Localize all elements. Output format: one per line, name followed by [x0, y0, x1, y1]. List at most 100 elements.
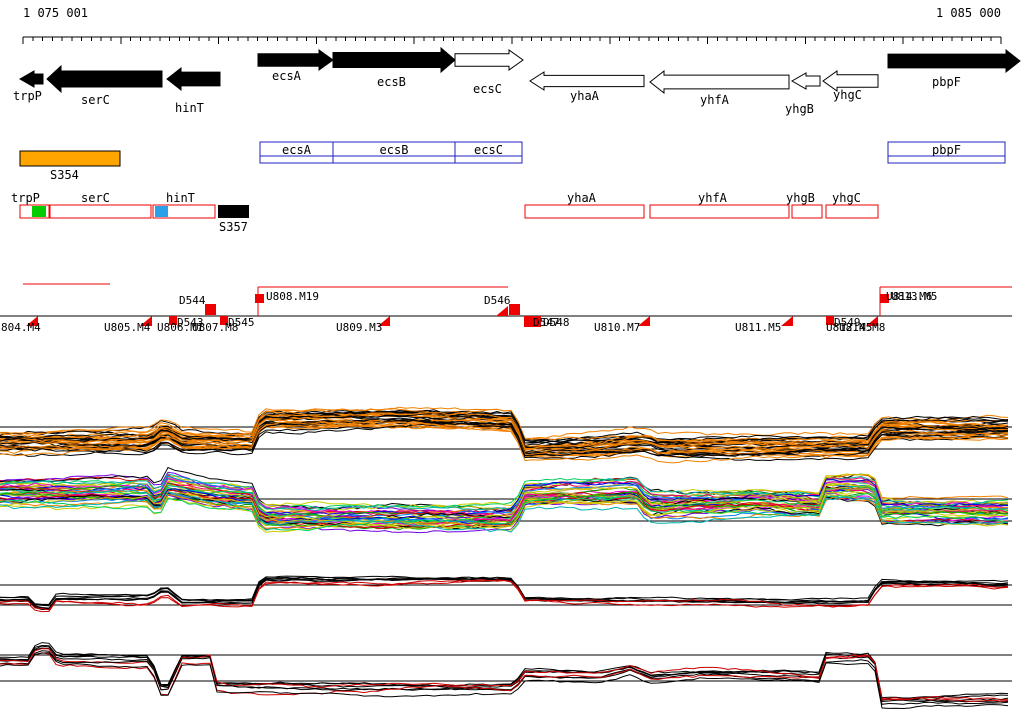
expression-line	[0, 650, 1009, 705]
probe-label[interactable]: U811.M5	[735, 321, 781, 334]
gene-arrow-hinT[interactable]	[166, 66, 221, 92]
gene-box-label[interactable]: ecsC	[474, 143, 503, 157]
gene-arrow-ecsB[interactable]	[332, 46, 456, 74]
probe-label[interactable]: U809.M3	[336, 321, 382, 334]
feature-label: yhgC	[832, 191, 861, 205]
feature-label: yhfA	[698, 191, 728, 205]
gene-label: yhaA	[570, 89, 600, 103]
gene-arrow-yhgB[interactable]	[790, 72, 821, 90]
gene-box-ecsC[interactable]	[454, 141, 523, 164]
probe-marker-icon	[255, 294, 264, 303]
probe-marker-icon	[169, 316, 177, 325]
feature-box-yhgB[interactable]	[791, 204, 823, 219]
probe-marker-icon	[524, 316, 541, 327]
expression-line	[0, 652, 1009, 710]
expression-line	[0, 492, 1009, 532]
gene-label: ecsC	[473, 82, 502, 96]
probe-label[interactable]: 804.M4	[1, 321, 41, 334]
gene-label: ecsA	[272, 69, 302, 83]
probe-label[interactable]: D547	[533, 316, 560, 329]
probe-flag-icon	[781, 316, 793, 326]
segment-box-S354[interactable]	[19, 150, 121, 167]
probe-label[interactable]: D545	[228, 316, 255, 329]
expression-line	[0, 483, 1009, 521]
expression-line	[0, 411, 1009, 448]
probe-marker-icon	[880, 294, 889, 303]
feature-label: yhgB	[786, 191, 815, 205]
probe-flag-icon	[496, 306, 508, 316]
gene-box-label[interactable]: ecsB	[380, 143, 409, 157]
segment-label: S354	[50, 168, 79, 182]
expression-line	[0, 466, 1009, 512]
probe-label[interactable]: U810.M7	[594, 321, 640, 334]
ruler-start-label: 1 075 001	[23, 6, 89, 20]
feature-subregion	[155, 206, 168, 217]
probe-marker-icon	[220, 316, 228, 325]
feature-label: hinT	[166, 191, 195, 205]
expression-line	[0, 577, 1009, 610]
probe-flag-icon	[140, 316, 152, 326]
gene-arrow-yhgC[interactable]	[822, 70, 879, 92]
probe-label[interactable]: D543	[177, 316, 204, 329]
feature-box-yhaA[interactable]	[524, 204, 645, 219]
probe-label[interactable]: U808.M19	[266, 290, 319, 303]
gene-box-pbpF[interactable]	[887, 141, 1006, 164]
probe-label[interactable]: U807.M8	[192, 321, 238, 334]
feature-label: serC	[81, 191, 110, 205]
gene-label: trpP	[13, 89, 42, 103]
gene-arrow-trpP[interactable]	[18, 70, 44, 88]
feature-box-hinT[interactable]	[152, 204, 216, 219]
gene-label: pbpF	[932, 75, 961, 89]
gene-arrow-yhaA[interactable]	[529, 71, 645, 91]
probe-label[interactable]: D549	[834, 316, 861, 329]
gene-arrow-ecsA[interactable]	[257, 49, 334, 71]
feature-box-yhgC[interactable]	[825, 204, 879, 219]
probe-flag-icon	[866, 316, 878, 326]
probe-label[interactable]: U812.M5	[826, 321, 872, 334]
gene-label: ecsB	[377, 75, 406, 89]
probe-label[interactable]: D548	[543, 316, 570, 329]
feature-box-yhfA[interactable]	[649, 204, 790, 219]
segment-label: S357	[219, 220, 248, 234]
gene-box-label[interactable]: pbpF	[932, 143, 961, 157]
expression-line	[0, 493, 1009, 530]
probe-label[interactable]: U814.M8	[839, 321, 885, 334]
ruler-end-label: 1 085 000	[935, 6, 1001, 20]
segment-box-S357[interactable]	[218, 205, 249, 218]
probe-label[interactable]: U805.M4	[104, 321, 151, 334]
probe-flag-icon	[378, 316, 390, 326]
gene-arrow-ecsC[interactable]	[454, 49, 524, 71]
gene-label: hinT	[175, 101, 204, 115]
gene-label: yhgC	[833, 88, 862, 102]
expression-line	[0, 418, 1009, 455]
gene-label: yhgB	[785, 102, 814, 116]
probe-flag-icon	[638, 316, 650, 326]
probe-label[interactable]: U806.M1	[157, 321, 203, 334]
gene-label: yhfA	[700, 93, 730, 107]
gene-label: serC	[81, 93, 110, 107]
expression-line	[0, 419, 1009, 457]
gene-box-label[interactable]: ecsA	[282, 143, 312, 157]
expression-line	[0, 579, 1009, 613]
expression-line	[0, 645, 1009, 701]
probe-label[interactable]: U813.M5	[891, 290, 937, 303]
probe-label[interactable]: D544	[179, 294, 206, 307]
expression-line	[0, 419, 1009, 464]
gene-arrow-pbpF[interactable]	[887, 48, 1021, 74]
probe-label[interactable]: D546	[484, 294, 511, 307]
expression-line	[0, 412, 1009, 449]
probe-label[interactable]: U814.M6	[886, 290, 932, 303]
feature-label: yhaA	[567, 191, 597, 205]
feature-label: trpP	[11, 191, 40, 205]
probe-marker-icon	[826, 316, 834, 325]
feature-box-serC[interactable]	[49, 204, 152, 219]
gene-arrow-yhfA[interactable]	[649, 69, 790, 95]
gene-arrow-serC[interactable]	[46, 64, 163, 94]
expression-line	[0, 491, 1009, 533]
probe-flag-icon	[26, 316, 38, 326]
expression-line	[0, 473, 1009, 512]
feature-subregion	[32, 206, 46, 217]
expression-line	[0, 475, 1009, 519]
